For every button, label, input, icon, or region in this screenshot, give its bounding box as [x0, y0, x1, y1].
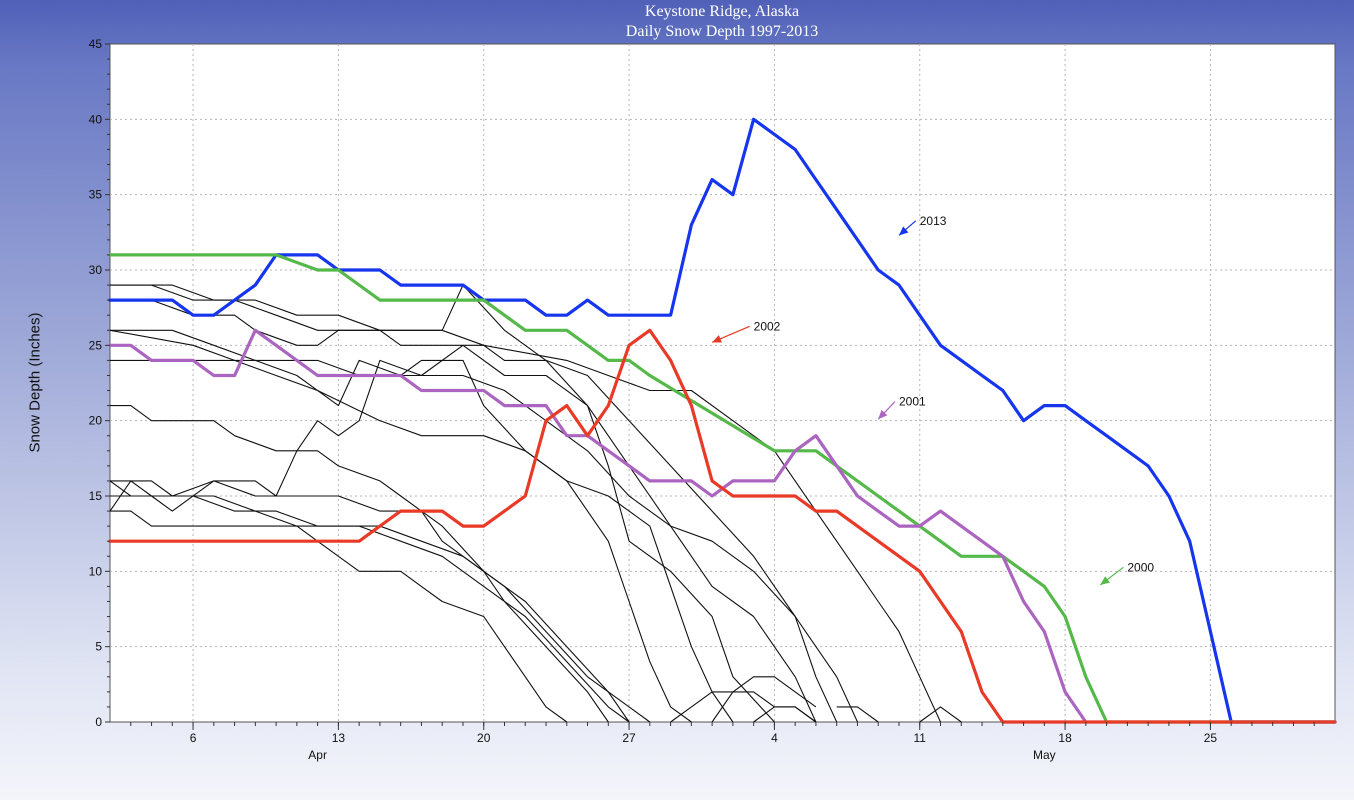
- series-line-2000: [108, 253, 1337, 724]
- plot-area: [109, 43, 1336, 723]
- month-label: May: [1033, 748, 1056, 762]
- series-line-2013: [108, 117, 1337, 724]
- series-line-other-year: [110, 359, 734, 723]
- x-tick-label: 13: [332, 731, 346, 745]
- y-tick-label: 0: [95, 715, 102, 729]
- annotation-arrowhead-2001: [878, 409, 888, 420]
- series-line-other-year: [110, 405, 630, 723]
- y-tick-label: 15: [89, 489, 103, 503]
- series-lines: [108, 117, 1337, 724]
- annotation-label-2000: 2000: [1127, 560, 1154, 574]
- y-tick-label: 10: [89, 564, 103, 578]
- series-line-other-year: [919, 706, 962, 723]
- y-tick-label: 5: [95, 640, 102, 654]
- y-tick-label: 40: [89, 112, 103, 126]
- chart-title: Keystone Ridge, Alaska: [644, 3, 800, 20]
- y-tick-label: 30: [89, 263, 103, 277]
- annotation-label-2002: 2002: [754, 319, 781, 333]
- annotation-arrowhead-2013: [898, 226, 909, 236]
- x-tick-label: 25: [1204, 731, 1218, 745]
- series-line-other-year: [110, 284, 941, 723]
- y-tick-label: 35: [89, 188, 103, 202]
- y-tick-label: 45: [89, 37, 103, 51]
- chart-subtitle: Daily Snow Depth 1997-2013: [625, 23, 819, 40]
- series-line-2001: [108, 328, 1088, 724]
- y-tick-label: 25: [89, 338, 103, 352]
- x-tick-label: 18: [1058, 731, 1072, 745]
- annotation-arrowhead-2002: [712, 335, 722, 343]
- series-line-2002: [108, 328, 1337, 724]
- y-tick-label: 20: [89, 414, 103, 428]
- series-line-other-year: [836, 706, 879, 723]
- x-tick-label: 11: [914, 731, 927, 745]
- annotations: 2013 2002 2001 2000: [711, 214, 1154, 586]
- month-label: Apr: [308, 748, 327, 762]
- series-line-other-year: [711, 676, 817, 723]
- series-line-other-year: [109, 480, 609, 723]
- x-tick-label: 20: [477, 731, 491, 745]
- annotation-label-2001: 2001: [899, 395, 926, 409]
- x-tick-label: 27: [622, 731, 636, 745]
- axes: 0 5 10 15 20 25 30 35 40 45 6 13 20 27 4 11 18 25 Apr May: [89, 37, 1315, 762]
- series-line-other-year: [110, 510, 651, 723]
- series-line-other-year: [109, 329, 692, 723]
- x-tick-label: 6: [190, 731, 197, 745]
- series-line-other-year: [110, 495, 568, 723]
- series-line-other-year: [110, 284, 838, 723]
- x-tick-label: 4: [771, 731, 778, 745]
- annotation-label-2013: 2013: [920, 214, 947, 228]
- series-line-other-year: [109, 344, 817, 723]
- annotation-arrowhead-2000: [1100, 576, 1110, 585]
- grid-lines: [110, 44, 1335, 722]
- series-line-other-year: [753, 706, 817, 723]
